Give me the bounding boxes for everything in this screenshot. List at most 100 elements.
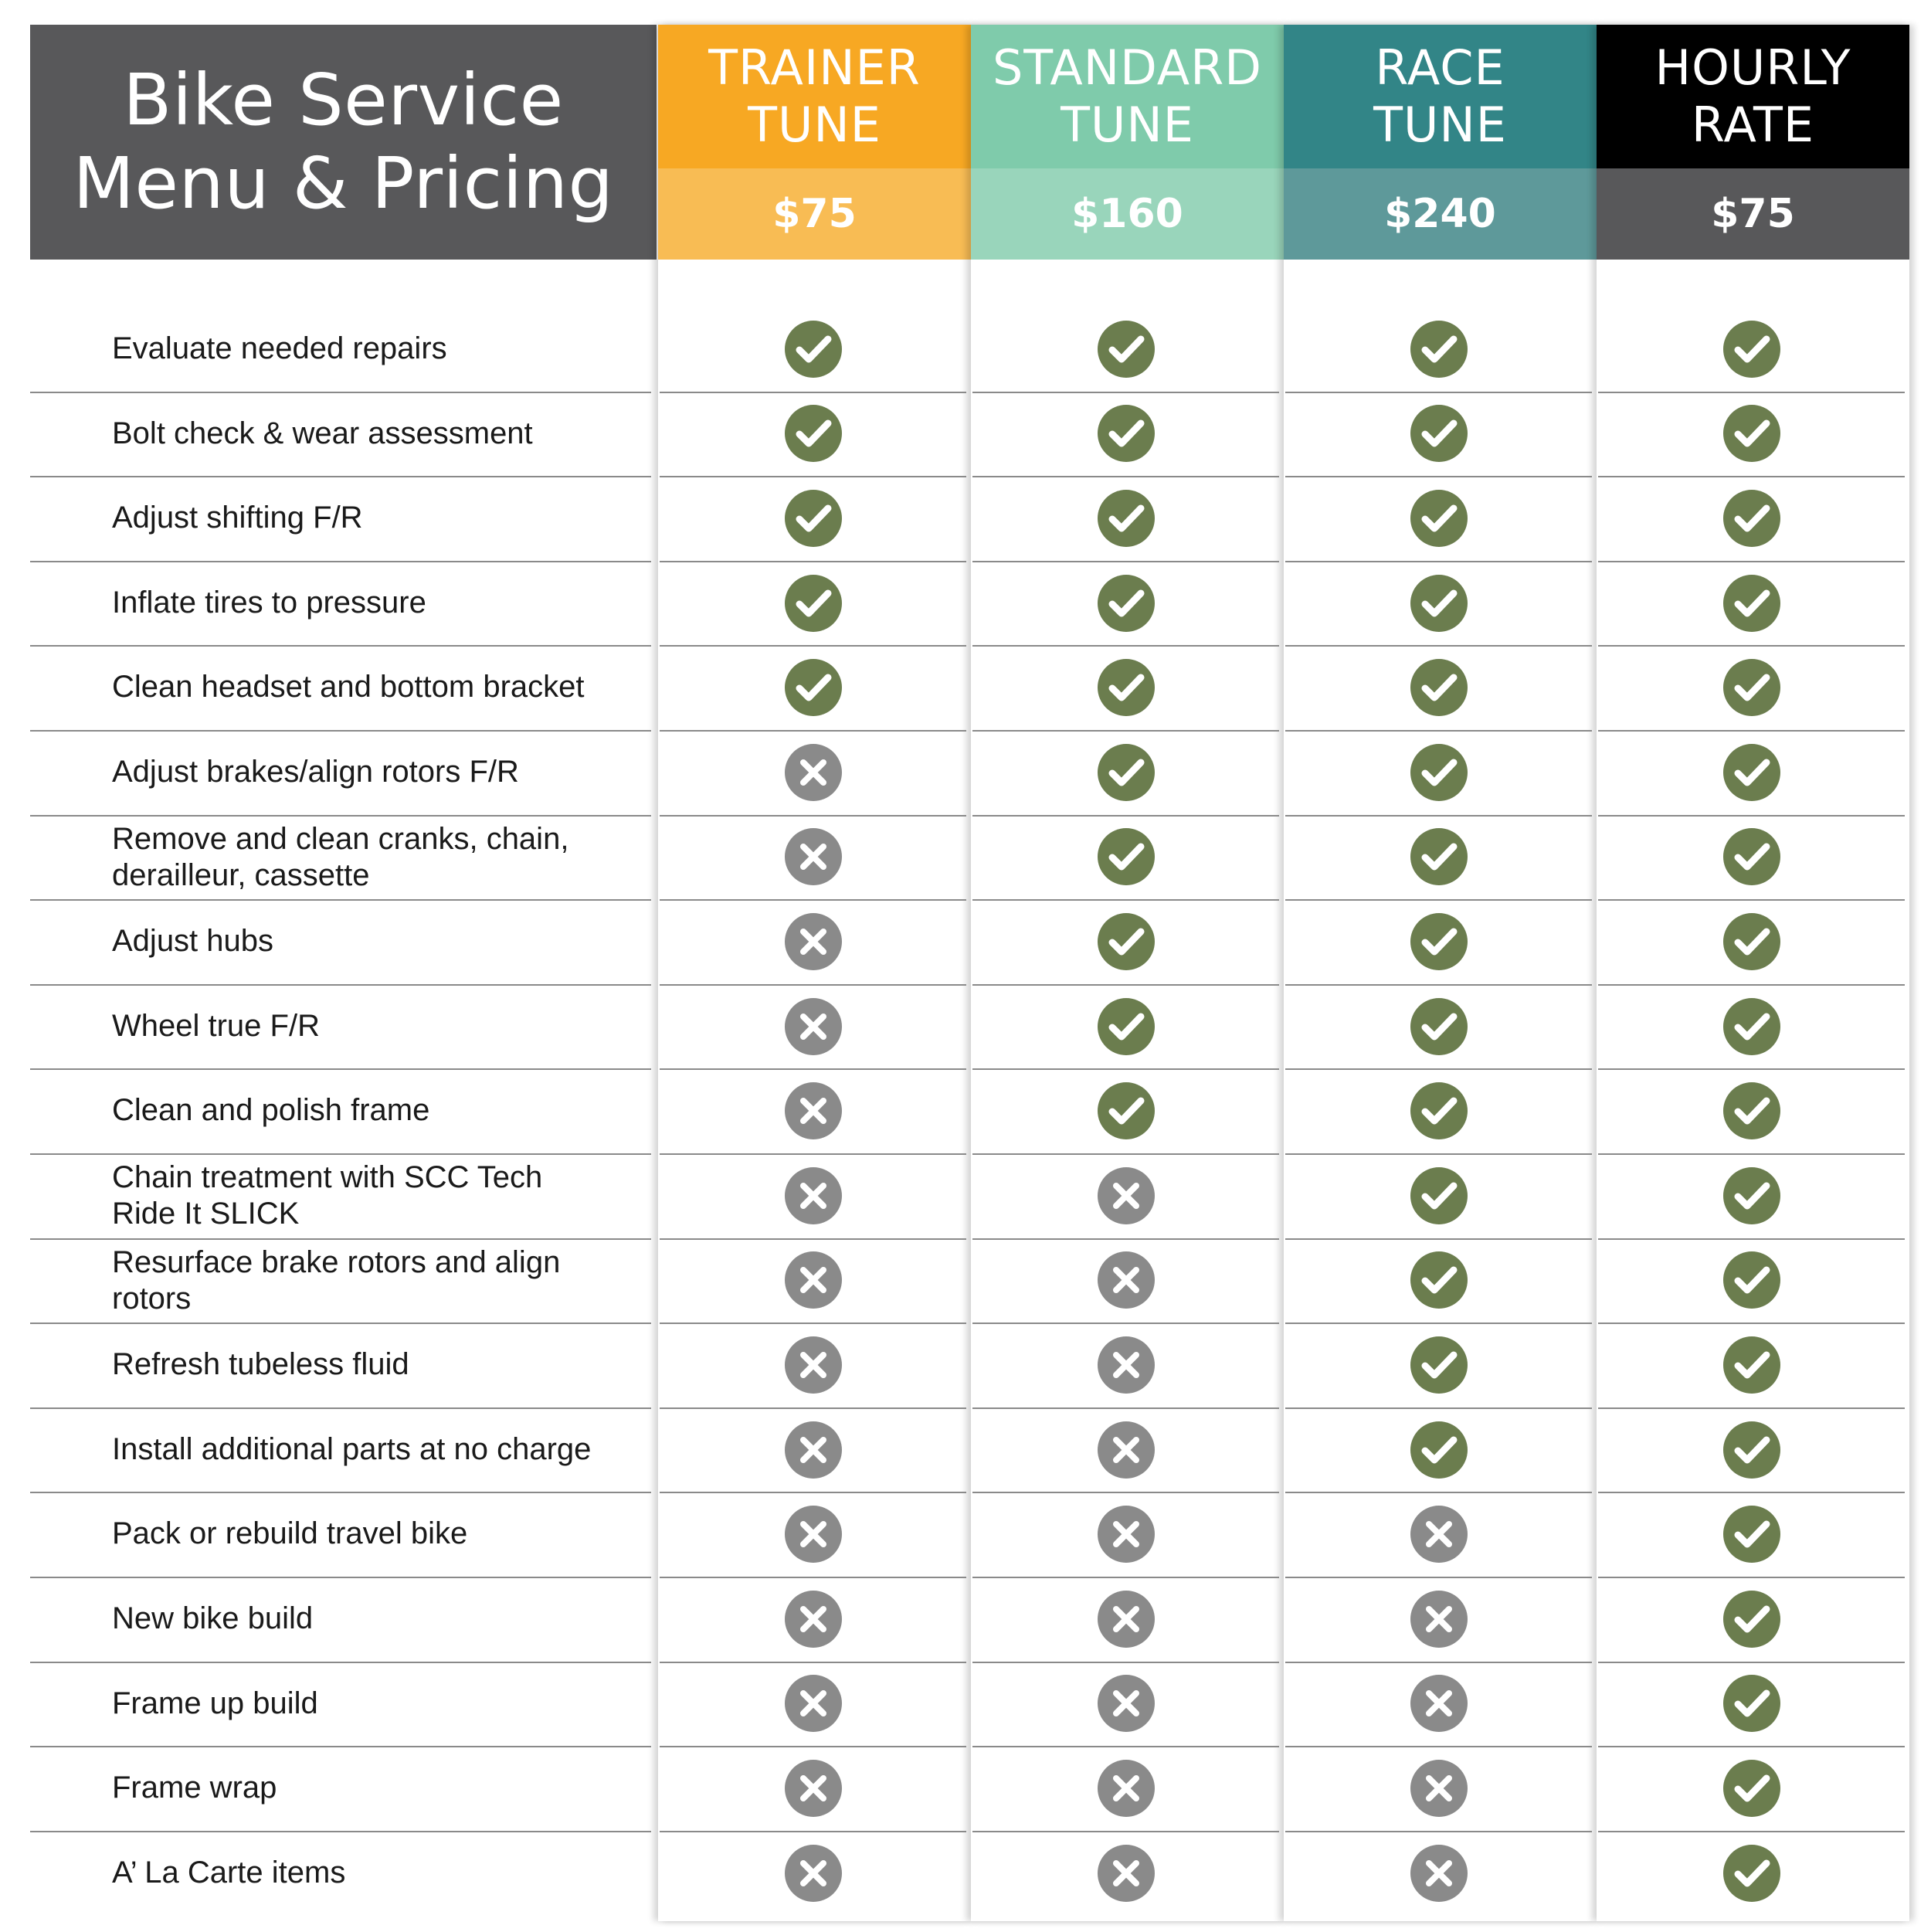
feature-label: Clean and polish frame bbox=[112, 1093, 430, 1127]
row-divider bbox=[660, 899, 966, 901]
row-divider bbox=[972, 1577, 1279, 1578]
cross-icon bbox=[784, 913, 842, 970]
row-divider bbox=[660, 645, 966, 647]
check-icon bbox=[1410, 1166, 1468, 1224]
row-divider bbox=[660, 1746, 966, 1747]
check-icon bbox=[1410, 320, 1468, 378]
row-divider bbox=[1598, 392, 1905, 393]
feature-row: Adjust brakes/align rotors F/R bbox=[112, 730, 653, 814]
row-divider bbox=[972, 984, 1279, 986]
feature-row: Frame up build bbox=[112, 1662, 653, 1746]
check-icon bbox=[1722, 1336, 1780, 1394]
row-divider bbox=[1598, 984, 1905, 986]
row-divider bbox=[1598, 561, 1905, 562]
check-icon bbox=[1722, 997, 1780, 1055]
menu-title-line2: Menu & Pricing bbox=[73, 142, 614, 225]
row-divider bbox=[30, 561, 651, 562]
check-icon bbox=[1097, 828, 1155, 886]
cross-icon bbox=[1410, 1675, 1468, 1733]
row-divider bbox=[1285, 1238, 1592, 1240]
row-divider bbox=[1598, 1068, 1905, 1070]
feature-label: Chain treatment with SCC Tech Ride It SL… bbox=[112, 1160, 543, 1231]
row-divider bbox=[30, 1323, 651, 1324]
feature-row: Install additional parts at no charge bbox=[112, 1407, 653, 1492]
row-divider bbox=[1598, 1238, 1905, 1240]
row-divider bbox=[660, 1831, 966, 1832]
feature-label: Refresh tubeless fluid bbox=[112, 1347, 409, 1381]
cross-icon bbox=[1097, 1336, 1155, 1394]
cross-icon bbox=[784, 997, 842, 1055]
row-divider bbox=[30, 1662, 651, 1663]
feature-row: Clean headset and bottom bracket bbox=[112, 645, 653, 729]
row-divider bbox=[660, 1662, 966, 1663]
cross-icon bbox=[1410, 1844, 1468, 1902]
row-divider bbox=[660, 1577, 966, 1578]
feature-label: Install additional parts at no charge bbox=[112, 1432, 592, 1466]
check-icon bbox=[1722, 1082, 1780, 1140]
check-icon bbox=[1097, 913, 1155, 970]
cross-icon bbox=[1410, 1506, 1468, 1564]
check-icon bbox=[1097, 1082, 1155, 1140]
cross-icon bbox=[784, 1844, 842, 1902]
cross-icon bbox=[784, 828, 842, 886]
row-divider bbox=[30, 1831, 651, 1832]
check-icon bbox=[1722, 1760, 1780, 1817]
check-icon bbox=[1722, 1421, 1780, 1479]
cross-icon bbox=[1097, 1844, 1155, 1902]
feature-row: Frame wrap bbox=[112, 1746, 653, 1830]
row-divider bbox=[660, 1407, 966, 1409]
check-icon bbox=[784, 405, 842, 463]
row-divider bbox=[1285, 1068, 1592, 1070]
check-icon bbox=[1722, 659, 1780, 717]
check-icon bbox=[1410, 1421, 1468, 1479]
cross-icon bbox=[1410, 1760, 1468, 1817]
row-divider bbox=[1285, 476, 1592, 477]
feature-row: Evaluate needed repairs bbox=[112, 307, 653, 391]
check-icon bbox=[1722, 1844, 1780, 1902]
plan-name-line1: HOURLY bbox=[1654, 39, 1851, 96]
row-divider bbox=[30, 984, 651, 986]
check-icon bbox=[1722, 320, 1780, 378]
plan-name-line2: RATE bbox=[1691, 97, 1815, 153]
row-divider bbox=[972, 1323, 1279, 1324]
row-divider bbox=[972, 561, 1279, 562]
feature-row: Bolt check & wear assessment bbox=[112, 392, 653, 476]
cross-icon bbox=[784, 1166, 842, 1224]
row-divider bbox=[30, 1238, 651, 1240]
feature-label: Adjust brakes/align rotors F/R bbox=[112, 755, 519, 789]
plan-name-line2: TUNE bbox=[1061, 97, 1194, 153]
feature-row: A’ La Carte items bbox=[112, 1831, 653, 1915]
row-divider bbox=[1285, 1492, 1592, 1493]
feature-row: Clean and polish frame bbox=[112, 1068, 653, 1153]
feature-label: Evaluate needed repairs bbox=[112, 331, 447, 365]
row-divider bbox=[30, 1577, 651, 1578]
check-icon bbox=[1410, 574, 1468, 632]
cross-icon bbox=[784, 743, 842, 801]
row-divider bbox=[1285, 1153, 1592, 1155]
cross-icon bbox=[1097, 1590, 1155, 1648]
check-icon bbox=[1410, 913, 1468, 970]
cross-icon bbox=[1097, 1251, 1155, 1309]
feature-label: Remove and clean cranks, chain, deraille… bbox=[112, 821, 569, 892]
row-divider bbox=[972, 476, 1279, 477]
row-divider bbox=[1598, 1323, 1905, 1324]
row-divider bbox=[30, 392, 651, 393]
row-divider bbox=[1598, 1492, 1905, 1493]
row-divider bbox=[1285, 899, 1592, 901]
row-divider bbox=[972, 645, 1279, 647]
row-divider bbox=[1285, 645, 1592, 647]
row-divider bbox=[972, 1746, 1279, 1747]
plan-name-line1: RACE bbox=[1375, 39, 1505, 96]
row-divider bbox=[660, 392, 966, 393]
check-icon bbox=[1410, 659, 1468, 717]
row-divider bbox=[1285, 1323, 1592, 1324]
feature-row: Chain treatment with SCC Tech Ride It SL… bbox=[112, 1153, 653, 1238]
row-divider bbox=[660, 1323, 966, 1324]
check-icon bbox=[1722, 828, 1780, 886]
row-divider bbox=[1598, 1662, 1905, 1663]
row-divider bbox=[1285, 1831, 1592, 1832]
check-icon bbox=[1722, 1590, 1780, 1648]
cross-icon bbox=[784, 1336, 842, 1394]
cross-icon bbox=[784, 1590, 842, 1648]
feature-row: New bike build bbox=[112, 1577, 653, 1661]
